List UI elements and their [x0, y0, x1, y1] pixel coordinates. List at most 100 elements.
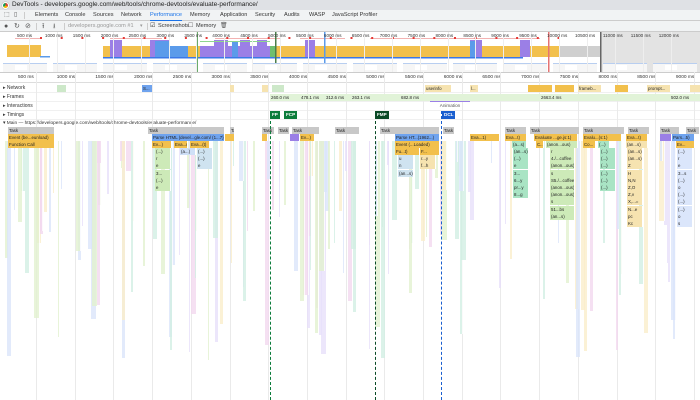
flame-call-stack[interactable] — [231, 141, 233, 263]
flame-entry[interactable]: (an...s) — [513, 148, 529, 155]
flame-call-stack[interactable] — [272, 141, 275, 210]
flame-entry[interactable]: Parse HT...(1962...) — [395, 134, 440, 141]
flame-call-stack[interactable] — [143, 141, 146, 266]
flame-entry[interactable]: Ev...) — [300, 134, 315, 141]
profile-select[interactable]: developers.google.com #1 — [68, 23, 134, 29]
flame-call-stack[interactable] — [319, 141, 325, 271]
frame-duration[interactable]: 312.6 ms — [326, 95, 345, 100]
flame-call-stack[interactable] — [34, 141, 40, 318]
flame-call-stack[interactable] — [233, 141, 235, 166]
chevron-down-icon[interactable]: ▾ — [140, 23, 143, 29]
flame-call-stack[interactable] — [459, 141, 464, 191]
flame-call-stack[interactable] — [97, 141, 101, 305]
flame-call-stack[interactable] — [426, 141, 428, 237]
flame-call-stack[interactable] — [14, 141, 16, 210]
flame-entry[interactable]: 3... — [513, 169, 529, 177]
flame-entry[interactable]: F... — [420, 148, 440, 155]
flame-entry[interactable]: 8...g — [513, 191, 529, 199]
flame-call-stack[interactable] — [392, 141, 398, 220]
flame-call-stack[interactable] — [328, 141, 331, 249]
tab-console[interactable]: Console — [65, 12, 86, 18]
flame-call-stack[interactable] — [435, 141, 439, 178]
flame-call-stack[interactable] — [660, 141, 663, 161]
flame-entry[interactable]: Pars...5) — [672, 134, 695, 141]
flame-call-stack[interactable] — [58, 141, 60, 337]
flame-entry[interactable]: pr...y — [513, 184, 529, 191]
flame-entry[interactable]: (...) — [155, 176, 171, 184]
flame-entry[interactable]: (...) — [677, 191, 693, 199]
flame-entry[interactable]: o — [677, 184, 693, 191]
flame-call-stack[interactable] — [388, 141, 390, 274]
flame-call-stack[interactable] — [131, 141, 134, 292]
timeline-overview[interactable]: 500 ms 1000 ms 1500 ms 2000 ms 2500 ms 3000 m… — [0, 32, 700, 72]
flame-entry[interactable]: Z — [627, 162, 643, 170]
flame-entry[interactable] — [660, 134, 672, 141]
flame-entry[interactable]: (anon...ous) — [550, 162, 575, 170]
network-request[interactable] — [555, 85, 574, 92]
memory-checkbox[interactable]: ☐ — [188, 23, 194, 29]
task-bar[interactable]: Task — [505, 127, 527, 134]
flame-entry[interactable]: 4./...coffee — [550, 155, 575, 163]
flame-call-stack[interactable] — [334, 141, 336, 243]
flame-entry[interactable]: (a...) — [180, 148, 196, 155]
task-bar[interactable]: Task — [443, 127, 455, 134]
tab-elements[interactable]: Elements — [35, 12, 59, 18]
flame-call-stack[interactable] — [294, 141, 299, 271]
flame-call-stack[interactable] — [659, 141, 665, 221]
flame-entry[interactable]: Fu...t) — [395, 148, 420, 155]
flame-entry[interactable]: Z,O — [627, 184, 643, 191]
flame-call-stack[interactable] — [616, 141, 619, 350]
upload-icon[interactable]: ⭱ — [42, 23, 45, 30]
screenshots-checkbox[interactable]: ☑ — [150, 23, 156, 29]
flame-call-stack[interactable] — [122, 141, 126, 320]
network-request[interactable] — [262, 85, 268, 92]
network-request[interactable]: S... — [142, 85, 152, 92]
inspect-element-icon[interactable]: ⬚ — [4, 12, 10, 18]
frame-duration[interactable]: 260.0 ms — [271, 95, 290, 100]
flame-entry[interactable]: s — [550, 198, 575, 206]
flame-call-stack[interactable] — [343, 141, 345, 273]
fp-marker[interactable]: FP — [270, 111, 280, 119]
flame-entry[interactable]: Kc — [627, 220, 643, 227]
network-request[interactable]: l... — [470, 85, 478, 92]
clear-icon[interactable]: ⊘ — [25, 23, 31, 30]
task-bar[interactable]: Task — [628, 127, 650, 134]
tab-audits[interactable]: Audits — [284, 12, 300, 18]
flame-call-stack[interactable] — [243, 141, 247, 301]
flame-entry[interactable]: Co... — [583, 141, 596, 148]
flame-entry[interactable]: (anon...ous) — [546, 141, 578, 148]
flame-call-stack[interactable] — [239, 141, 244, 181]
flame-entry[interactable]: C... — [536, 141, 544, 148]
flame-entry[interactable]: (...) — [600, 162, 616, 170]
flame-entry[interactable]: H — [627, 169, 643, 177]
flame-entry[interactable]: N,N — [627, 176, 643, 184]
flame-entry[interactable]: (...) — [677, 205, 693, 213]
flame-call-stack[interactable] — [213, 141, 219, 238]
flame-entry[interactable]: 3...s — [677, 169, 693, 177]
flame-call-stack[interactable] — [49, 141, 52, 232]
flame-call-stack[interactable] — [179, 141, 181, 255]
download-icon[interactable]: ⭳ — [53, 23, 56, 30]
flame-entry[interactable]: Eva...t) — [626, 134, 648, 141]
tab-security[interactable]: Security — [255, 12, 276, 18]
network-request[interactable] — [690, 85, 700, 92]
reload-icon[interactable]: ↻ — [14, 23, 20, 30]
flame-call-stack[interactable] — [284, 141, 287, 205]
flame-entry[interactable]: 3... — [155, 169, 171, 177]
flame-call-stack[interactable] — [409, 141, 413, 293]
main-track[interactable]: ▾ Main — https://developers.google.com/w… — [0, 120, 700, 127]
flame-entry[interactable]: Ev... — [676, 141, 695, 148]
frame-duration[interactable]: 682.8 ms — [401, 95, 420, 100]
flame-entry[interactable]: (an...s) — [627, 148, 643, 155]
network-request[interactable] — [615, 85, 628, 92]
flame-entry[interactable]: (anon...ous) — [550, 191, 575, 199]
flame-call-stack[interactable] — [441, 141, 447, 190]
task-bar[interactable]: Task — [380, 127, 440, 134]
flame-entry[interactable]: Eva...1) — [470, 134, 500, 141]
flame-call-stack[interactable] — [7, 141, 12, 356]
flame-call-stack[interactable] — [82, 141, 84, 226]
flame-entry[interactable] — [225, 134, 235, 141]
flame-entry[interactable]: (anon...ous) — [550, 184, 575, 191]
flame-call-stack[interactable] — [470, 141, 475, 220]
flame-call-stack[interactable] — [279, 141, 281, 217]
